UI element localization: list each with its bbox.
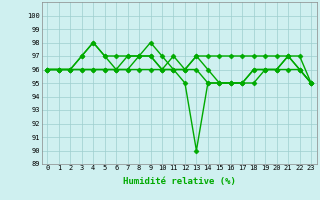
X-axis label: Humidité relative (%): Humidité relative (%) [123,177,236,186]
